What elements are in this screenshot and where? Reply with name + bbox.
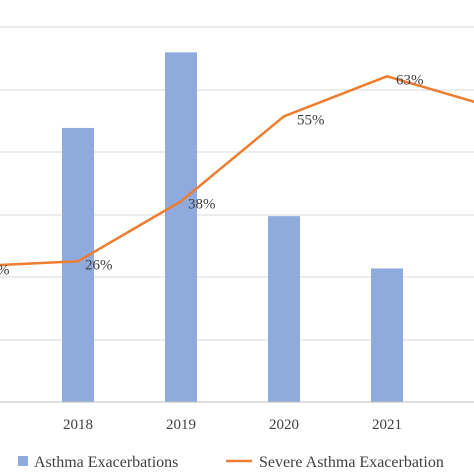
legend-bar-swatch <box>18 456 28 466</box>
x-tick-label: 2018 <box>63 417 93 433</box>
line-data-labels: % 26% 38% 55% 63% <box>0 72 424 278</box>
bar-2021 <box>371 268 403 402</box>
line-data-label: % <box>0 262 10 278</box>
x-tick-label: 2021 <box>372 417 402 433</box>
legend-bar-label: Asthma Exacerbations <box>34 454 178 471</box>
line-data-label: 55% <box>297 112 325 128</box>
x-tick-labels: 2018 2019 2020 2021 <box>63 417 402 433</box>
bar-2019 <box>165 52 197 402</box>
bar-series <box>62 52 403 402</box>
line-data-label: 63% <box>396 72 424 88</box>
bar-2020 <box>268 216 300 402</box>
line-data-label: 38% <box>188 196 216 212</box>
bar-2018 <box>62 127 94 402</box>
legend-line-label: Severe Asthma Exacerbation <box>259 454 444 471</box>
legend: Asthma Exacerbations Severe Asthma Exace… <box>18 454 444 471</box>
x-tick-label: 2019 <box>166 417 196 433</box>
line-series <box>0 75 474 267</box>
x-tick-label: 2020 <box>269 417 299 433</box>
severe-exacerbation-line <box>0 75 474 267</box>
line-data-label: 26% <box>85 257 113 273</box>
